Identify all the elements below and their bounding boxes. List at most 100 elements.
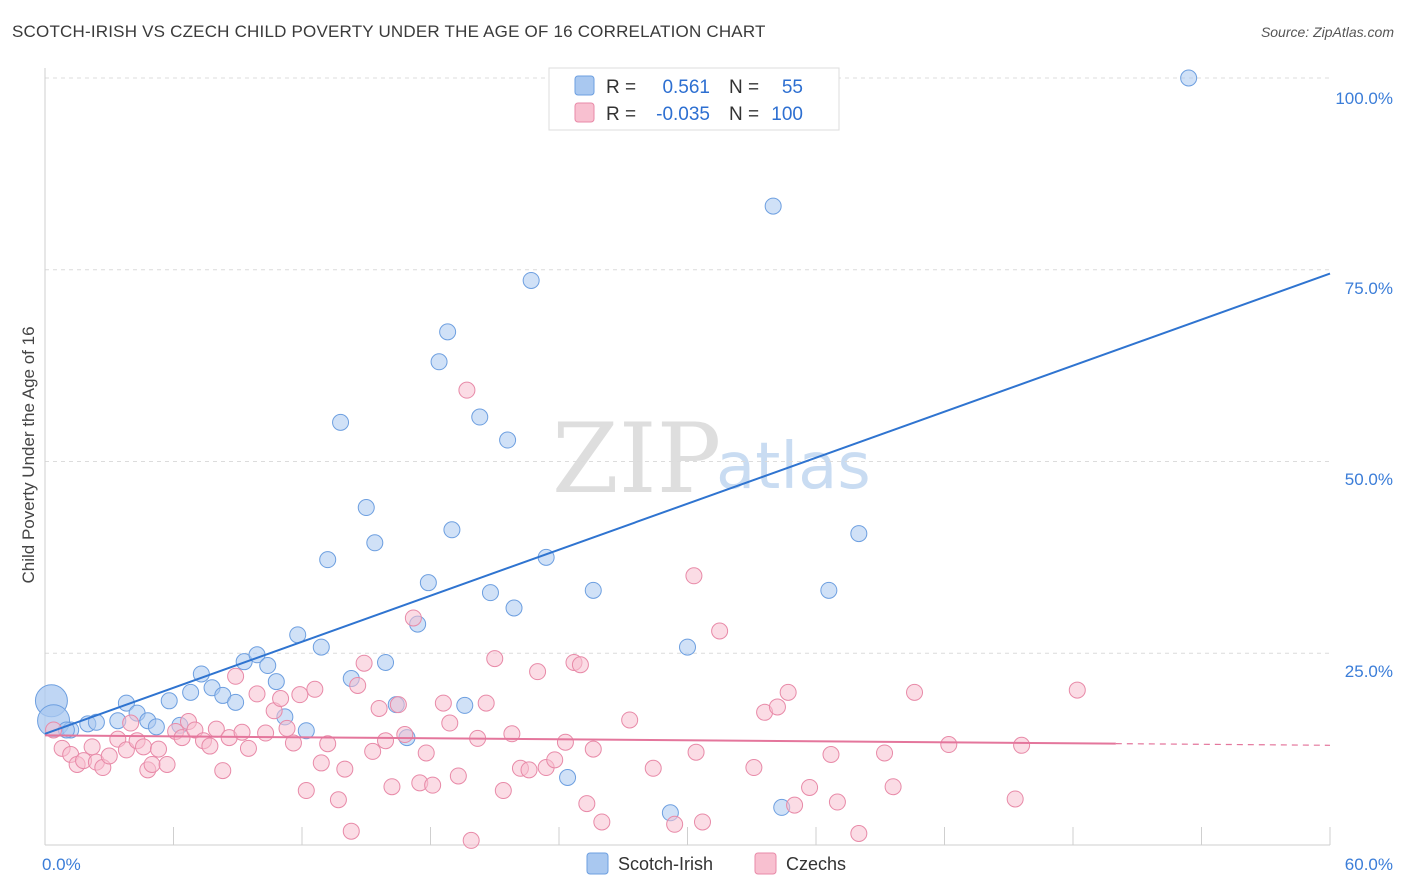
czechs-point [257, 724, 275, 742]
czechs-point [666, 815, 684, 833]
scotch-irish-point [259, 657, 277, 675]
czechs-point [828, 793, 846, 811]
watermark-zip: ZIP [552, 403, 721, 515]
czechs-point [458, 381, 476, 399]
scotch-irish-point [430, 353, 448, 371]
czechs-point [1068, 681, 1086, 699]
legend-r-value-1: 0.561 [662, 77, 710, 98]
scotch-irish-point [147, 718, 165, 736]
czechs-point [272, 690, 290, 708]
scotch-irish-point [312, 638, 330, 656]
czechs-point [711, 622, 729, 640]
legend-r-label-1: R = [606, 77, 636, 98]
scotch-irish-point [419, 574, 437, 592]
czechs-point [342, 822, 360, 840]
scotch-irish-trend-line [44, 272, 1331, 735]
czechs-point [297, 782, 315, 800]
czechs-point [486, 650, 504, 668]
legend-n-label-2: N = [729, 104, 759, 125]
scotch-irish-point [366, 534, 384, 552]
scotch-irish-point [332, 413, 350, 431]
czechs-point [364, 742, 382, 760]
czechs-point [396, 726, 414, 744]
czechs-point [278, 719, 296, 737]
legend-swatch-czechs [574, 102, 595, 123]
czechs-point [556, 733, 574, 751]
scotch-irish-point [87, 713, 105, 731]
czechs-point [150, 740, 168, 758]
czechs-point [801, 778, 819, 796]
czechs-point [312, 754, 330, 772]
czechs-point [389, 696, 407, 714]
scotch-irish-point [443, 521, 461, 539]
legend-swatch-scotch-irish [574, 75, 595, 96]
czechs-point [434, 694, 452, 712]
scotch-irish-points [34, 69, 1198, 822]
czechs-point [621, 711, 639, 729]
scotch-irish-point [357, 499, 375, 517]
scotch-irish-point [160, 692, 178, 710]
czechs-point [687, 743, 705, 761]
czechs-point [383, 778, 401, 796]
czechs-point [768, 698, 786, 716]
legend-n-value-2: 100 [771, 104, 803, 125]
czechs-point [584, 740, 602, 758]
scotch-irish-point [439, 323, 457, 341]
czechs-point [319, 735, 337, 753]
czechs-trend-line [44, 734, 1116, 745]
czechs-point [83, 738, 101, 756]
czechs-point [349, 676, 367, 694]
scotch-irish-point [499, 431, 517, 449]
czechs-point [449, 767, 467, 785]
czechs-point [404, 609, 422, 627]
scotch-irish-point [319, 551, 337, 569]
czechs-point [329, 791, 347, 809]
correlation-legend: R = 0.561 N = 55 R = -0.035 N = 100 [548, 67, 840, 131]
czechs-point [786, 796, 804, 814]
scotch-irish-point [584, 581, 602, 599]
scotch-irish-point [1180, 69, 1198, 87]
czechs-trend-line-extension [1115, 743, 1331, 746]
czechs-point [291, 686, 309, 704]
trend-lines [44, 272, 1331, 746]
czechs-point [876, 744, 894, 762]
czechs-point [100, 747, 118, 765]
series-legend: Scotch-Irish Czechs [586, 852, 846, 875]
scotch-irish-point [377, 653, 395, 671]
czechs-point [850, 824, 868, 842]
watermark-atlas: atlas [716, 430, 871, 504]
bottom-legend-swatch-scotch-irish [586, 852, 609, 875]
czechs-point [693, 813, 711, 831]
czechs-point [906, 683, 924, 701]
czechs-point [685, 567, 703, 585]
czechs-point [158, 755, 176, 773]
scotch-irish-point [456, 696, 474, 714]
czechs-point [336, 760, 354, 778]
czechs-points [45, 381, 1086, 849]
czechs-point [884, 778, 902, 796]
czechs-point [593, 813, 611, 831]
czechs-point [377, 732, 395, 750]
czechs-point [201, 737, 219, 755]
czechs-point [122, 714, 140, 732]
y-axis-label: Child Poverty Under the Age of 16 [19, 326, 38, 583]
legend-r-value-2: -0.035 [656, 104, 710, 125]
czechs-point [248, 685, 266, 703]
czechs-point [173, 729, 191, 747]
czechs-point [745, 759, 763, 777]
czechs-point [284, 734, 302, 752]
x-tick-label-min: 0.0% [42, 855, 81, 874]
y-tick-label-100: 100.0% [1335, 89, 1393, 108]
czechs-point [214, 762, 232, 780]
czechs-point [306, 680, 324, 698]
czechs-point [494, 782, 512, 800]
czechs-point [503, 725, 521, 743]
czechs-point [520, 761, 538, 779]
czechs-point [779, 683, 797, 701]
czechs-point [135, 738, 153, 756]
legend-n-label-1: N = [729, 77, 759, 98]
czechs-point [546, 751, 564, 769]
czechs-point [424, 776, 442, 794]
gridlines [45, 77, 1330, 654]
